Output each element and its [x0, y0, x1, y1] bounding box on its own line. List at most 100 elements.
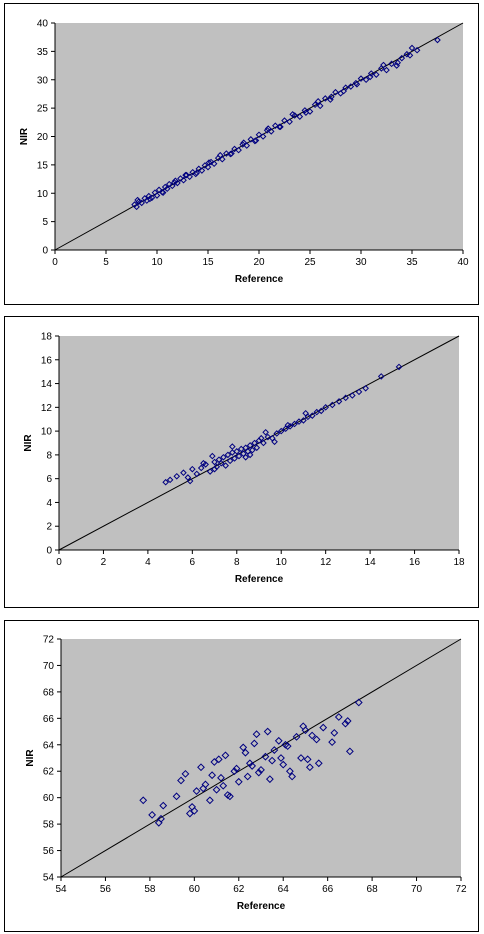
data-point	[205, 796, 214, 805]
x-tick-label: 14	[365, 557, 377, 568]
data-point	[148, 810, 157, 819]
data-point	[316, 102, 324, 110]
data-point	[343, 717, 352, 725]
x-tick-label: 25	[304, 257, 316, 268]
y-tick-label: 58	[43, 820, 55, 831]
data-point	[235, 452, 243, 460]
data-point	[306, 108, 314, 115]
x-tick-label: 12	[320, 557, 332, 568]
data-point	[177, 776, 185, 785]
data-point	[204, 163, 212, 171]
data-point	[270, 746, 279, 754]
data-point	[408, 44, 416, 52]
data-point	[380, 61, 387, 69]
data-point	[159, 801, 168, 810]
y-tick-label: 68	[43, 687, 55, 698]
y-tick-label: 2	[46, 522, 52, 533]
y-tick-label: 35	[37, 47, 49, 58]
y-tick-label: 72	[43, 635, 55, 646]
data-point	[329, 401, 336, 409]
data-point	[403, 50, 411, 58]
data-point	[367, 70, 375, 77]
data-point	[263, 727, 272, 736]
data-point	[241, 748, 250, 757]
data-point	[218, 155, 226, 163]
data-point	[198, 167, 206, 174]
data-point	[223, 150, 230, 157]
x-tick-label: 16	[409, 557, 421, 568]
y-tick-label: 30	[37, 75, 49, 86]
x-tick-label: 56	[100, 884, 112, 895]
data-point	[281, 740, 290, 749]
data-point	[193, 470, 201, 478]
data-point	[220, 453, 227, 461]
data-point	[297, 754, 305, 762]
x-tick-label: 35	[406, 257, 418, 268]
data-point	[233, 448, 241, 455]
x-tick-label: 66	[322, 884, 334, 895]
data-point	[243, 772, 252, 781]
data-point	[341, 719, 350, 728]
data-point	[180, 469, 187, 477]
y-tick-label: 54	[43, 873, 55, 884]
data-point	[395, 363, 403, 371]
data-point	[264, 433, 272, 441]
identity-line	[60, 638, 462, 878]
y-tick-label: 4	[46, 498, 52, 509]
data-point	[257, 434, 265, 442]
data-point	[277, 123, 284, 131]
data-point	[245, 759, 254, 768]
data-point	[254, 768, 263, 777]
data-point	[234, 777, 243, 786]
data-point	[366, 73, 374, 81]
data-point	[308, 731, 317, 740]
data-point	[291, 420, 298, 428]
data-point	[133, 203, 140, 211]
y-axis-label: NIR	[25, 749, 36, 767]
data-point	[229, 443, 236, 450]
data-point	[153, 192, 161, 199]
data-point	[219, 781, 228, 790]
data-point	[299, 722, 308, 731]
x-tick-label: 54	[55, 884, 67, 895]
data-point	[289, 111, 296, 118]
chart-panel-1: 0 5 10 15 20 25 30 35 40 0 5 10 15 20 25 30 35 40 Referenc…	[4, 3, 479, 305]
data-point	[255, 131, 263, 139]
x-tick-label: 62	[233, 884, 245, 895]
data-point	[260, 439, 267, 447]
data-point	[134, 196, 141, 204]
data-point	[276, 123, 283, 131]
data-point	[228, 150, 235, 157]
data-point	[253, 444, 261, 452]
x-tick-label: 72	[455, 884, 467, 895]
data-point	[235, 146, 242, 154]
data-point	[309, 412, 316, 419]
data-point	[201, 162, 209, 169]
data-point	[292, 732, 301, 741]
data-point	[240, 139, 248, 147]
data-point	[225, 792, 234, 801]
data-point	[172, 792, 181, 801]
data-point	[222, 462, 229, 469]
data-point	[205, 159, 213, 166]
data-point	[242, 453, 249, 461]
data-point	[302, 109, 310, 116]
data-point	[262, 428, 269, 436]
data-point	[139, 796, 148, 805]
scatter-chart-1: 0 5 10 15 20 25 30 35 40 0 5 10 15 20 25 30 35 40 Referenc…	[19, 19, 469, 286]
data-point	[335, 398, 343, 405]
data-point	[207, 158, 215, 166]
data-point	[398, 54, 406, 62]
data-point	[394, 59, 402, 67]
data-point	[231, 145, 238, 153]
data-point	[186, 477, 194, 485]
x-tick-label: 10	[151, 257, 163, 268]
data-point	[272, 122, 279, 130]
data-point	[406, 52, 414, 59]
x-axis-label: Reference	[235, 274, 284, 285]
data-point	[180, 176, 187, 184]
data-point	[223, 791, 232, 799]
y-tick-label: 64	[43, 740, 55, 751]
data-point	[214, 755, 223, 764]
y-tick-label: 10	[37, 189, 49, 200]
